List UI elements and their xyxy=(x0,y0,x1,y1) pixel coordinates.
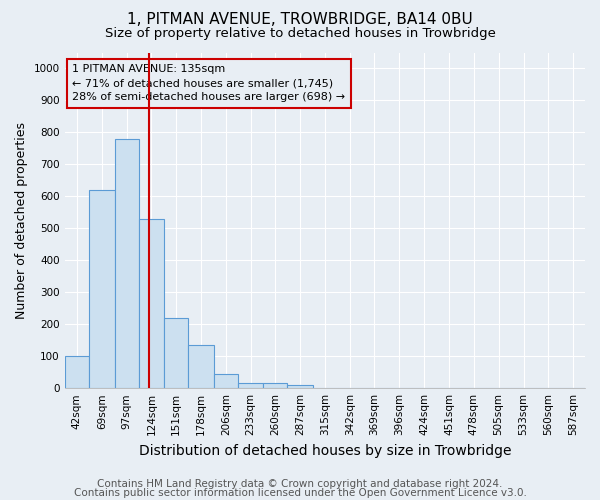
Bar xyxy=(65,356,89,388)
Y-axis label: Number of detached properties: Number of detached properties xyxy=(15,122,28,319)
Text: 1 PITMAN AVENUE: 135sqm
← 71% of detached houses are smaller (1,745)
28% of semi: 1 PITMAN AVENUE: 135sqm ← 71% of detache… xyxy=(73,64,346,102)
Bar xyxy=(164,318,188,388)
Bar xyxy=(263,384,287,388)
Text: Size of property relative to detached houses in Trowbridge: Size of property relative to detached ho… xyxy=(104,28,496,40)
Text: Contains public sector information licensed under the Open Government Licence v3: Contains public sector information licen… xyxy=(74,488,526,498)
Text: Contains HM Land Registry data © Crown copyright and database right 2024.: Contains HM Land Registry data © Crown c… xyxy=(97,479,503,489)
X-axis label: Distribution of detached houses by size in Trowbridge: Distribution of detached houses by size … xyxy=(139,444,511,458)
Bar xyxy=(139,218,164,388)
Text: 1, PITMAN AVENUE, TROWBRIDGE, BA14 0BU: 1, PITMAN AVENUE, TROWBRIDGE, BA14 0BU xyxy=(127,12,473,28)
Bar xyxy=(188,345,214,388)
Bar xyxy=(238,384,263,388)
Bar xyxy=(214,374,238,388)
Bar xyxy=(287,385,313,388)
Bar xyxy=(89,190,115,388)
Bar xyxy=(115,139,139,388)
